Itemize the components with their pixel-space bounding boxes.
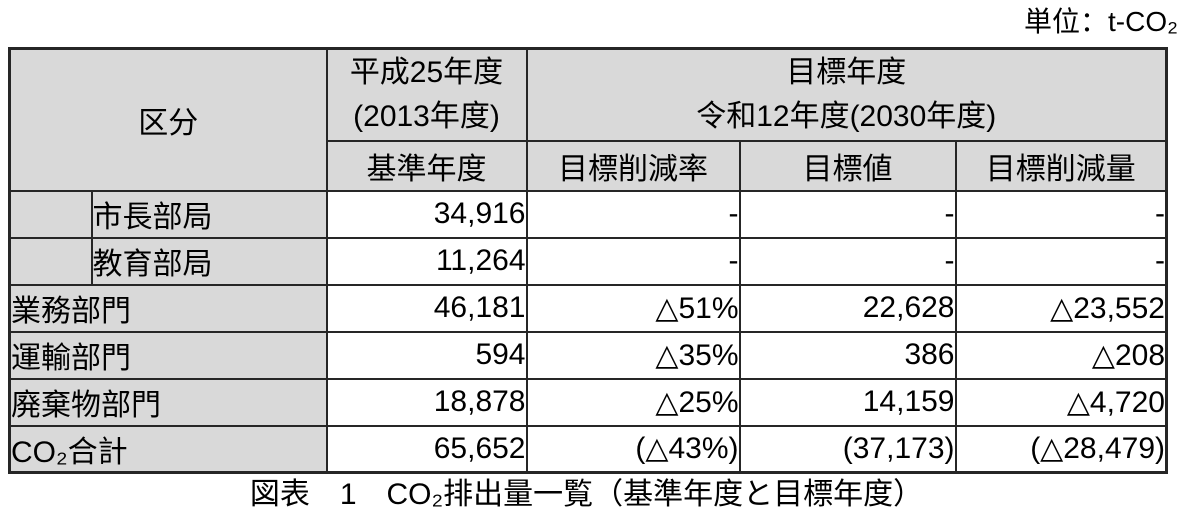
- header-target-year-line2: 令和12年度(2030年度): [696, 99, 997, 133]
- header-base-year-sub: 基準年度: [325, 139, 528, 192]
- row-label: 運輸部門: [8, 330, 328, 380]
- header-target-reduction: 目標削減量: [954, 139, 1168, 192]
- row-label: CO₂合計: [8, 424, 328, 474]
- base-year-value: 594: [325, 330, 528, 380]
- header-target-rate: 目標削減率: [525, 139, 741, 192]
- row-indent-cell: [8, 236, 93, 286]
- header-category-label: 区分: [138, 106, 199, 140]
- target-rate-value: -: [525, 236, 741, 286]
- target-value: (37,173): [738, 424, 957, 474]
- target-reduction-value: -: [954, 236, 1168, 286]
- target-value: 386: [738, 330, 957, 380]
- header-category: 区分: [8, 47, 328, 192]
- row-label: 市長部局: [90, 189, 328, 239]
- header-row-1: 区分 平成25年度 (2013年度) 目標年度 令和12年度(2030年度): [8, 47, 1168, 192]
- row-label: 業務部門: [8, 283, 328, 333]
- target-value: -: [738, 189, 957, 239]
- header-base-year: 平成25年度 (2013年度): [325, 47, 528, 142]
- target-rate-value: (△43%): [525, 424, 741, 474]
- header-row-2: 基準年度 目標削減率 目標値 目標削減量: [10, 139, 1168, 192]
- target-rate-value: △25%: [525, 377, 741, 427]
- target-value: 22,628: [738, 283, 957, 333]
- header-base-year-line2: (2013年度): [353, 99, 500, 133]
- target-reduction-value: △4,720: [954, 377, 1168, 427]
- base-year-value: 46,181: [325, 283, 528, 333]
- row-indent-cell: [8, 189, 93, 239]
- base-year-value: 65,652: [325, 424, 528, 474]
- table-caption: 図表 1 CO₂排出量一覧（基準年度と目標年度）: [249, 478, 924, 511]
- header-base-year-line1: 平成25年度: [349, 55, 504, 89]
- target-reduction-value: -: [954, 189, 1168, 239]
- table-row: 廃棄物部門 18,878 △25% 14,159 △4,720: [8, 377, 1168, 427]
- table-row: 市長部局 34,916 - - -: [8, 189, 1168, 239]
- table-row: 運輸部門 594 △35% 386 △208: [8, 330, 1168, 380]
- table-row: CO₂合計 65,652 (△43%) (37,173) (△28,479): [8, 424, 1168, 474]
- table-row: 業務部門 46,181 △51% 22,628 △23,552: [8, 283, 1168, 333]
- base-year-value: 34,916: [325, 189, 528, 239]
- target-rate-value: △35%: [525, 330, 741, 380]
- target-reduction-value: △23,552: [954, 283, 1168, 333]
- header-target-year-line1: 目標年度: [786, 55, 907, 89]
- header-target-value: 目標値: [738, 139, 957, 192]
- header-target-year: 目標年度 令和12年度(2030年度): [525, 47, 1168, 142]
- target-value: -: [738, 236, 957, 286]
- target-rate-value: -: [525, 189, 741, 239]
- table-row: 教育部局 11,264 - - -: [8, 236, 1168, 286]
- co2-emissions-table: 区分 平成25年度 (2013年度) 目標年度 令和12年度(2030年度) 基…: [8, 47, 1168, 474]
- base-year-value: 18,878: [325, 377, 528, 427]
- target-value: 14,159: [738, 377, 957, 427]
- unit-label: 単位：t-CO₂: [1024, 6, 1178, 37]
- row-label: 教育部局: [90, 236, 328, 286]
- target-rate-value: △51%: [525, 283, 741, 333]
- row-label: 廃棄物部門: [8, 377, 328, 427]
- base-year-value: 11,264: [325, 236, 528, 286]
- target-reduction-value: △208: [954, 330, 1168, 380]
- target-reduction-value: (△28,479): [954, 424, 1168, 474]
